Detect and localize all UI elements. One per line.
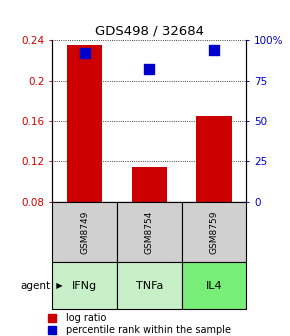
Text: ▶: ▶ <box>51 281 63 290</box>
Text: agent: agent <box>21 281 51 291</box>
Bar <box>132 167 167 202</box>
Bar <box>182 202 246 262</box>
Text: IL4: IL4 <box>206 281 222 291</box>
Bar <box>196 116 232 202</box>
Text: percentile rank within the sample: percentile rank within the sample <box>66 325 231 335</box>
Text: log ratio: log ratio <box>66 313 106 323</box>
Bar <box>67 45 102 202</box>
Text: IFNg: IFNg <box>72 281 97 291</box>
Text: GSM8749: GSM8749 <box>80 210 89 254</box>
Point <box>189 277 194 283</box>
Title: GDS498 / 32684: GDS498 / 32684 <box>95 25 204 38</box>
Point <box>82 50 87 56</box>
Point <box>189 170 194 176</box>
Point <box>212 47 216 53</box>
Bar <box>52 262 117 309</box>
Text: GSM8759: GSM8759 <box>210 210 219 254</box>
Text: GSM8754: GSM8754 <box>145 210 154 254</box>
Bar <box>52 202 117 262</box>
Bar <box>182 262 246 309</box>
Bar <box>117 262 182 309</box>
Point <box>147 67 152 72</box>
Text: TNFa: TNFa <box>136 281 163 291</box>
Bar <box>117 202 182 262</box>
